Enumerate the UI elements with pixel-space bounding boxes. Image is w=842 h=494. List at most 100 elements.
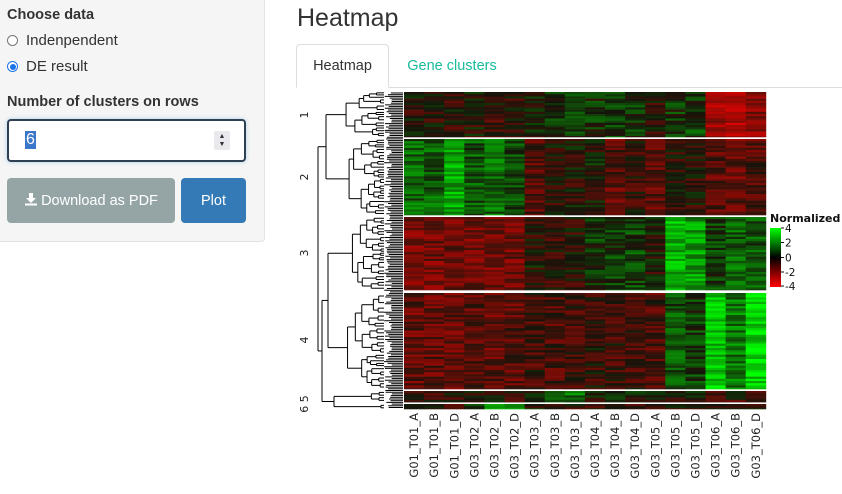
heatmap-cell: [484, 152, 505, 155]
heatmap-cell: [444, 239, 465, 242]
heatmap-cell: [524, 98, 546, 102]
heatmap-cell: [564, 397, 586, 401]
heatmap-cell: [745, 205, 767, 208]
heatmap-cell: [685, 202, 706, 206]
heatmap-cell: [605, 376, 626, 380]
heatmap-cell: [685, 299, 706, 303]
heatmap-cell: [464, 304, 485, 307]
heatmap-cell: [625, 191, 646, 195]
heatmap-cell: [544, 276, 566, 279]
tab-gene-clusters[interactable]: Gene clusters: [407, 57, 497, 74]
heatmap-cell: [745, 243, 767, 246]
heatmap-cell: [524, 219, 546, 222]
heatmap-cell: [745, 372, 767, 375]
heatmap-cell: [685, 185, 706, 188]
heatmap-cell: [725, 114, 747, 117]
heatmap-cell: [404, 256, 425, 260]
heatmap-cell: [484, 308, 505, 311]
heatmap-cell: [424, 287, 445, 290]
heatmap-cell: [665, 365, 686, 369]
radio-button-icon[interactable]: [7, 35, 18, 46]
heatmap-cell: [504, 245, 525, 249]
download-pdf-button[interactable]: Download as PDF: [7, 178, 175, 223]
heatmap-cell: [424, 243, 445, 246]
heatmap-cell: [584, 250, 606, 253]
heatmap-cell: [745, 263, 767, 266]
heatmap-cell: [504, 141, 525, 144]
heatmap-cell: [705, 345, 726, 349]
heatmap-cell: [444, 285, 465, 288]
heatmap-cell: [725, 125, 747, 128]
heatmap-cell: [424, 330, 445, 333]
heatmap-cell: [544, 213, 566, 216]
heatmap-cell: [544, 299, 566, 303]
heatmap-cell: [504, 252, 525, 255]
heatmap-cell: [444, 263, 465, 266]
heatmap-cell: [464, 118, 485, 121]
heatmap-cell: [645, 310, 666, 314]
radio-independent[interactable]: Indenpendent: [7, 32, 118, 49]
heatmap-cell: [685, 205, 706, 208]
number-stepper[interactable]: ▲ ▼: [214, 131, 230, 150]
heatmap-cell: [685, 165, 706, 168]
heatmap-cell: [484, 178, 505, 182]
heatmap-cell: [544, 145, 566, 149]
heatmap-cell: [725, 217, 747, 220]
heatmap-cell: [564, 122, 586, 126]
clusters-number-input[interactable]: 6 ▲ ▼: [7, 119, 246, 162]
heatmap-cell: [544, 109, 566, 113]
tab-heatmap[interactable]: Heatmap: [296, 44, 389, 88]
heatmap-cell: [444, 399, 465, 403]
heatmap-cell: [564, 247, 586, 251]
radio-button-checked-icon[interactable]: [7, 61, 18, 72]
heatmap-cell: [685, 254, 706, 257]
heatmap-cell: [745, 230, 767, 233]
heatmap-cell: [584, 334, 606, 338]
heatmap-cell: [504, 111, 525, 115]
heatmap-cell: [484, 348, 505, 351]
heatmap-cell: [685, 176, 706, 179]
heatmap-cell: [444, 187, 465, 190]
heatmap-cell: [584, 341, 606, 344]
plot-button[interactable]: Plot: [181, 178, 246, 223]
heatmap-cell: [665, 116, 686, 119]
heatmap-cell: [605, 129, 626, 132]
heatmap-cell: [625, 122, 646, 126]
heatmap-cell: [424, 147, 445, 151]
heatmap-cell: [605, 408, 626, 410]
heatmap-cell: [464, 339, 485, 342]
heatmap-cell: [564, 230, 586, 233]
heatmap-cell: [444, 145, 465, 149]
radio-de-result[interactable]: DE result: [7, 58, 88, 75]
stepper-down-icon[interactable]: ▼: [218, 140, 226, 148]
heatmap-cell: [584, 283, 606, 286]
heatmap-cell: [424, 189, 445, 193]
heatmap-cell: [484, 100, 505, 104]
heatmap-cell: [564, 323, 586, 327]
heatmap-cell: [504, 241, 525, 244]
heatmap-cell: [605, 225, 626, 229]
heatmap-cell: [685, 239, 706, 242]
heatmap-cell: [625, 285, 646, 288]
heatmap-cell: [504, 293, 525, 296]
heatmap-cell: [645, 174, 666, 177]
heatmap-cell: [665, 223, 686, 227]
heatmap-cell: [444, 267, 465, 271]
row-cluster-label: 2: [298, 174, 311, 181]
heatmap-cell: [685, 228, 706, 231]
heatmap-cell: [524, 343, 546, 347]
clusters-value[interactable]: 6: [25, 131, 36, 149]
heatmap-cell: [685, 312, 706, 316]
heatmap-cell: [685, 343, 706, 347]
heatmap-cell: [705, 395, 726, 398]
radio-de-result-label: DE result: [26, 58, 88, 75]
heatmap-cell: [564, 261, 586, 264]
heatmap-cell: [564, 356, 586, 360]
heatmap-cell: [424, 254, 445, 257]
heatmap-cell: [424, 297, 445, 300]
heatmap-cell: [464, 317, 485, 320]
heatmap-cell: [464, 92, 485, 95]
heatmap-cell: [524, 118, 546, 121]
heatmap-cell: [464, 376, 485, 380]
stepper-up-icon[interactable]: ▲: [218, 132, 226, 140]
